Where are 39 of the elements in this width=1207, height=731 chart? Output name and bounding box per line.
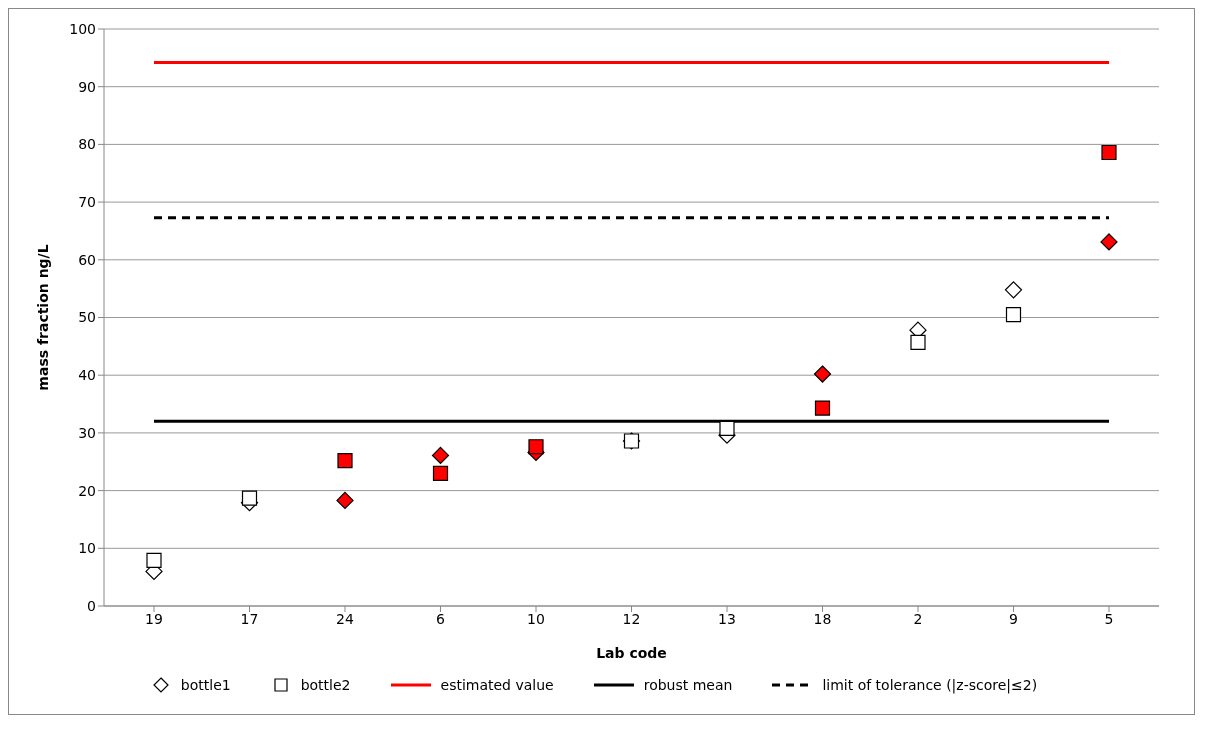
x-tick-label: 13: [718, 610, 736, 627]
x-tick-label: 6: [436, 610, 446, 627]
point: [431, 446, 450, 464]
point: [1100, 233, 1118, 251]
point: [336, 491, 354, 510]
y-tick-label: 80: [78, 136, 96, 153]
x-tick-label: 10: [527, 610, 545, 627]
legend-label: estimated value: [440, 677, 554, 693]
point: [1005, 307, 1022, 323]
y-tick-label: 10: [78, 540, 96, 557]
x-axis-title: Lab code: [596, 645, 667, 661]
x-tick-label: 2: [913, 610, 923, 627]
y-tick-label: 50: [78, 309, 96, 326]
legend-label: bottle1: [180, 677, 231, 693]
x-tick-label: 17: [240, 610, 259, 627]
point: [146, 552, 162, 569]
y-tick-label: 70: [78, 194, 96, 211]
legend-label: robust mean: [643, 677, 733, 693]
y-tick-label: 40: [78, 367, 96, 384]
y-axis-title: mass fraction ng/L: [34, 244, 51, 391]
legend-label: limit of tolerance (|z-score|≤2): [822, 677, 1038, 693]
x-tick-label: 9: [1009, 610, 1018, 627]
point: [719, 420, 735, 436]
y-tick-label: 30: [78, 424, 96, 441]
y-tick-label: 60: [78, 251, 96, 268]
y-tick-label: 100: [69, 20, 96, 37]
legend-label: bottle2: [300, 677, 351, 693]
point: [623, 433, 640, 449]
x-tick-label: 24: [336, 610, 354, 627]
x-tick-label: 12: [622, 610, 641, 627]
x-tick-label: 5: [1104, 610, 1114, 627]
x-tick-label: 18: [813, 610, 832, 627]
y-tick-label: 20: [78, 482, 96, 499]
x-tick-label: 19: [145, 610, 163, 627]
point: [910, 334, 926, 350]
point: [241, 490, 258, 506]
point: [813, 365, 832, 383]
y-tick-label: 0: [87, 597, 96, 614]
y-tick-label: 90: [78, 78, 96, 95]
